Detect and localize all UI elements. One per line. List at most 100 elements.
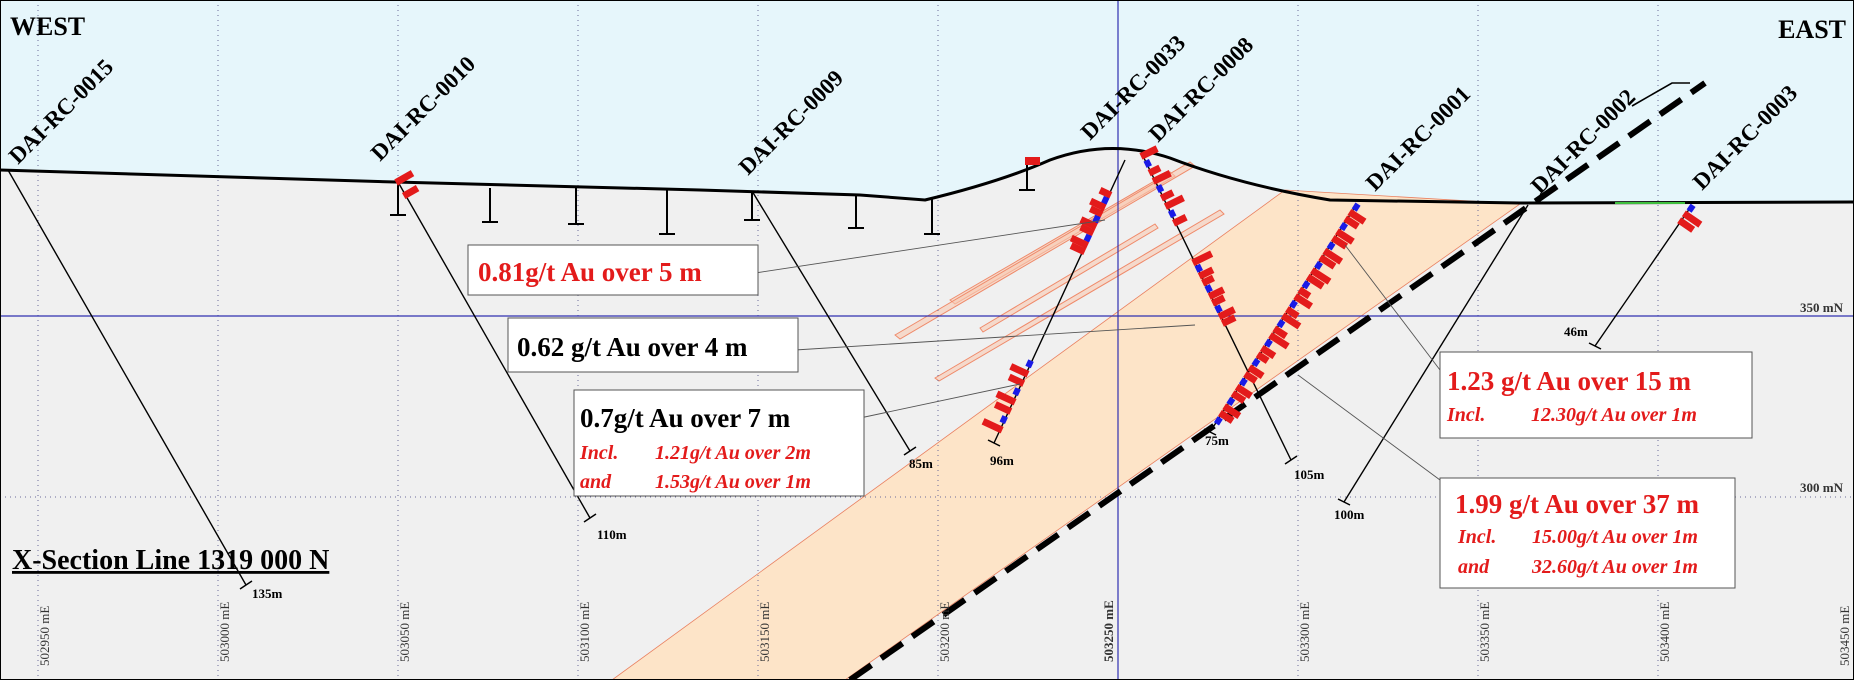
assay-mark <box>999 415 1008 425</box>
assay-mark <box>1172 214 1188 227</box>
assay-mark <box>1330 234 1349 250</box>
intercept-and-value: 1.53g/t Au over 1m <box>655 471 811 493</box>
assay-mark <box>394 170 415 186</box>
assay-mark <box>1218 409 1235 424</box>
assay-mark <box>1098 187 1113 199</box>
assay-mark <box>1159 189 1175 202</box>
easting-label: 503300 mE <box>1297 602 1312 662</box>
assay-mark <box>1101 195 1110 205</box>
intercept-main: 0.7g/t Au over 7 m <box>580 403 791 433</box>
assay-mark <box>1147 164 1162 177</box>
fault-trace <box>848 80 1707 680</box>
assay-mark <box>1088 205 1104 218</box>
end-of-hole-ticks <box>239 342 1602 590</box>
assay-mark <box>1326 241 1336 251</box>
depth-label: 85m <box>909 456 933 471</box>
intercept-incl-value: 1.21g/t Au over 2m <box>655 442 811 464</box>
intercept-box: 0.62 g/t Au over 4 m <box>507 317 799 373</box>
assay-mark <box>995 390 1017 406</box>
assay-mark <box>1069 242 1087 256</box>
easting-label: 503250 mE <box>1101 600 1116 662</box>
assay-mark <box>1167 209 1177 219</box>
assay-mark <box>1247 364 1265 380</box>
depth-labels: 135m 110m 85m 96m 105m 75m 100m 46m <box>252 324 1588 601</box>
assay-mark <box>1210 294 1226 307</box>
assay-mark <box>1293 293 1314 310</box>
assay-mark <box>1007 373 1026 387</box>
easting-label: 503200 mE <box>937 602 952 662</box>
assay-mark <box>1305 273 1325 290</box>
assay-mark <box>1220 314 1237 327</box>
assay-mark <box>401 185 420 200</box>
drill-hole-trace <box>751 190 911 452</box>
assay-mark <box>1204 284 1213 293</box>
intercept-box: 0.81g/t Au over 5 m <box>467 244 759 296</box>
intercept-incl-label: Incl. <box>579 442 618 464</box>
assay-mark <box>1243 370 1258 384</box>
intercept-incl-value: 12.30g/t Au over 1m <box>1531 404 1697 426</box>
assay-mark <box>1226 396 1236 407</box>
depth-label: 96m <box>990 453 1014 468</box>
intercept-main: 0.62 g/t Au over 4 m <box>517 332 748 362</box>
assay-mark <box>1009 363 1030 378</box>
rl-350-label: 350 mN <box>1800 300 1844 315</box>
easting-label: 503050 mE <box>397 602 412 662</box>
assay-mark <box>1234 383 1253 400</box>
assay-mark <box>1194 263 1203 273</box>
easting-label: 503000 mE <box>217 602 232 662</box>
easting-label: 503350 mE <box>1477 602 1492 662</box>
drill-hole-trace <box>7 169 247 586</box>
assay-mark <box>1079 223 1095 237</box>
leader-lines <box>754 219 1441 481</box>
assay-mark <box>1677 217 1696 233</box>
east-label: EAST <box>1778 15 1846 44</box>
intercept-main: 0.81g/t Au over 5 m <box>478 257 702 287</box>
assay-mark <box>1318 254 1337 270</box>
assay-mark <box>1155 184 1165 194</box>
assay-mark <box>1089 197 1107 212</box>
intercept-incl-value: 15.00g/t Au over 1m <box>1532 526 1698 548</box>
assay-mark <box>1289 299 1298 309</box>
drill-hole-trace <box>397 181 591 519</box>
assay-mark <box>1217 306 1236 321</box>
depth-label: 110m <box>597 527 627 542</box>
assay-mark <box>1268 332 1290 350</box>
intercept-and-label: and <box>580 471 612 493</box>
assay-mark <box>1297 286 1312 300</box>
assay-mark <box>1214 304 1223 314</box>
assay-mark <box>1276 319 1286 329</box>
assay-mark <box>1343 215 1360 230</box>
easting-label: 503400 mE <box>1657 602 1672 662</box>
assay-mark <box>1143 159 1152 168</box>
assay-mark <box>1151 170 1172 185</box>
assay-intervals <box>394 145 1703 434</box>
easting-label: 503150 mE <box>757 602 772 662</box>
easting-label: 503100 mE <box>577 602 592 662</box>
assay-mark <box>1264 338 1273 348</box>
intercept-box: 0.7g/t Au over 7 m Incl. 1.21g/t Au over… <box>573 389 865 497</box>
intercept-and-value: 32.60g/t Au over 1m <box>1531 556 1698 578</box>
assay-mark <box>1284 306 1300 320</box>
depth-label: 100m <box>1334 507 1365 522</box>
assay-mark <box>1207 286 1226 300</box>
assay-mark <box>1686 203 1696 213</box>
assay-mark <box>1251 358 1261 368</box>
assay-mark <box>1351 202 1361 212</box>
intercept-box: 1.23 g/t Au over 15 m Incl. 12.30g/t Au … <box>1439 351 1753 439</box>
easting-label: 502950 mE <box>37 606 52 666</box>
stringer-veins <box>894 161 1225 382</box>
assay-mark <box>1230 390 1247 404</box>
assay-mark <box>1314 260 1323 270</box>
drill-hole-trace <box>1343 204 1529 503</box>
drill-hole-trace <box>1594 207 1691 347</box>
assay-mark <box>1681 210 1703 228</box>
section-title: X-Section Line 1319 000 N <box>12 545 329 576</box>
assay-mark <box>1163 194 1185 210</box>
intercept-main: 1.23 g/t Au over 15 m <box>1447 366 1691 396</box>
assay-mark <box>1347 209 1367 225</box>
assay-mark <box>1069 234 1090 249</box>
easting-labels: 502950 mE 503000 mE 503050 mE 503100 mE … <box>37 600 1852 666</box>
assay-mark <box>1309 267 1332 285</box>
intercept-incl-label: Incl. <box>1457 526 1496 548</box>
